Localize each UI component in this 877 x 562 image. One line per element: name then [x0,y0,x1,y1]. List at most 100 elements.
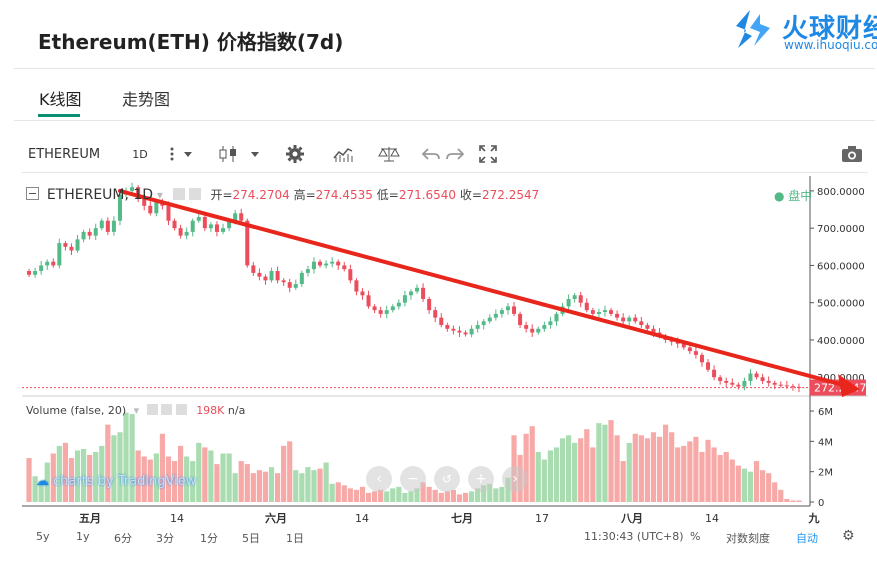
reset-view-button[interactable]: ↺ [434,466,460,492]
chart-toolbar: ETHEREUM 1D [22,140,866,170]
volume-bar [220,453,226,502]
candle-body [760,377,765,381]
candle-body [336,261,341,266]
volume-bar [353,489,360,502]
tab-kline[interactable]: K线图 [39,90,82,109]
legend-dropdown-icon[interactable]: ▾ [156,188,163,202]
volume-bar [287,441,293,502]
gear-icon[interactable]: ⚙ [842,528,855,544]
time-tick-label: 14 [170,512,184,525]
brand-logo[interactable]: 火球财经 www.ihuoqiu.com [730,8,877,54]
zoom-in-button[interactable]: + [468,466,494,492]
volume-eye-icon[interactable] [146,404,158,415]
candle-body [542,325,547,329]
range-3m[interactable]: 3分 [156,532,174,545]
candle-body [324,263,329,266]
log-scale-toggle[interactable]: 对数刻度 [726,532,770,545]
range-5d[interactable]: 5日 [242,532,260,545]
volume-bar [359,486,366,502]
range-1m[interactable]: 1分 [200,532,218,545]
active-tab-indicator [38,114,80,117]
range-6m[interactable]: 6分 [114,532,132,545]
candle-body [754,373,759,378]
low-label: 低= [376,188,399,202]
candle-body [427,298,432,311]
clock-time[interactable]: 11:30:43 (UTC+8) [584,530,684,543]
symbol-search[interactable]: ETHEREUM [28,146,101,162]
scroll-right-button[interactable]: › [502,466,528,492]
volume-close-icon[interactable] [175,404,187,415]
volume-bar [644,438,651,502]
candle-body [463,332,468,335]
candle-body [63,243,68,247]
candle-body [627,317,632,322]
candle-body [584,302,589,311]
candle-body [384,310,389,314]
candle-body [245,220,250,266]
volume-bar [790,500,796,502]
volume-bar [135,450,141,502]
candle-body [651,328,656,333]
volume-bar [274,473,281,502]
interval-select[interactable]: 1D [132,147,148,161]
zoom-out-button[interactable]: − [400,466,426,492]
low-value: 271.6540 [398,188,457,202]
candle-body [154,202,159,214]
tab-trend[interactable]: 走势图 [122,90,171,109]
volume-bar [214,464,220,502]
volume-bar [650,432,657,502]
legend-settings-icon[interactable] [188,188,201,200]
volume-bar [596,423,602,502]
percent-scale-toggle[interactable]: % [690,530,701,543]
candle-body [299,272,304,285]
fullscreen-button[interactable] [474,140,502,168]
candle-body [166,205,171,221]
volume-bar [80,448,87,502]
candle-body [142,198,147,206]
candle-body [275,271,280,281]
settings-button[interactable] [280,140,310,168]
volume-bar [111,435,117,502]
volume-dropdown-icon[interactable]: ▾ [133,404,140,417]
volume-bar [305,467,311,502]
candle-body [130,187,135,191]
volume-bar [238,461,244,502]
header-divider [14,68,875,69]
volume-bar [432,489,438,502]
volume-bar [26,458,32,502]
undo-button[interactable] [420,140,442,168]
volume-bar [450,489,457,502]
candle-body [281,280,286,283]
volume-bar [493,488,499,502]
more-intervals-button[interactable] [160,140,200,168]
volume-bar [244,464,250,502]
compare-button[interactable] [374,140,404,168]
range-1d[interactable]: 1日 [286,532,304,545]
volume-bar [68,458,75,502]
price-chart[interactable]: 800.0000 700.0000 600.0000 500.0000 400.0000… [22,176,868,526]
candle-body [505,306,510,311]
candle-body [136,187,141,199]
candle-body [378,310,383,314]
candle-body [354,280,359,292]
candle-body [45,261,50,266]
candle-body [202,216,207,229]
redo-button[interactable] [444,140,466,168]
scroll-left-button[interactable]: ‹ [366,466,392,492]
volume-bar [56,445,62,502]
volume-bar [547,450,554,502]
snapshot-button[interactable] [838,140,866,168]
collapse-legend-icon[interactable] [26,187,39,200]
volume-settings-icon[interactable] [161,404,173,415]
volume-bar [705,439,711,502]
volume-bar [414,488,420,502]
page-title: Ethereum(ETH) 价格指数(7d) [38,30,344,54]
chart-type-button[interactable] [216,140,268,168]
indicators-button[interactable] [328,140,358,168]
auto-scale-toggle[interactable]: 自动 [796,532,818,545]
candle-body [99,220,104,229]
range-1y[interactable]: 1y [76,530,90,543]
volume-bar [772,482,778,502]
range-5y[interactable]: 5y [36,530,50,543]
legend-eye-icon[interactable] [172,188,185,200]
